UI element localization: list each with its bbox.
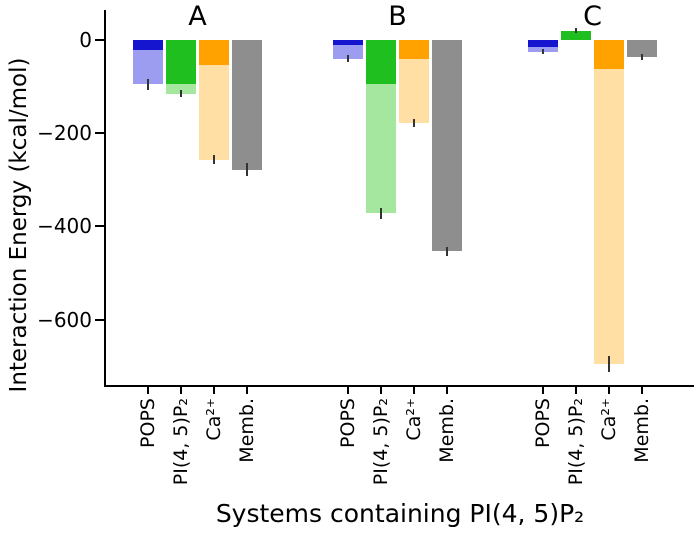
- bar-segment-opaque: [432, 39, 462, 252]
- x-axis-label: Systems containing PI(4, 5)P₂: [215, 499, 585, 528]
- x-tick: [542, 387, 544, 394]
- x-tick-label: POPS: [532, 398, 554, 448]
- error-bar: [542, 48, 544, 55]
- x-tick: [213, 387, 215, 394]
- x-tick-label: Ca²⁺: [203, 398, 225, 441]
- error-bar: [347, 54, 349, 63]
- bar-segment-light: [399, 58, 429, 123]
- error-bar: [413, 119, 415, 127]
- group-label: B: [388, 1, 407, 32]
- error-bar: [213, 155, 215, 165]
- y-axis-spine: [104, 10, 106, 387]
- x-tick: [347, 387, 349, 394]
- group-label: A: [188, 1, 207, 32]
- x-tick-label: Ca²⁺: [598, 398, 620, 441]
- error-bar: [246, 163, 248, 177]
- x-tick-label: Memb.: [631, 398, 653, 463]
- error-bar: [380, 207, 382, 219]
- bar-segment-light: [166, 84, 196, 94]
- y-tick-label: −400: [37, 214, 92, 239]
- x-tick: [413, 387, 415, 394]
- x-tick: [446, 387, 448, 394]
- bar-segment-opaque: [366, 39, 396, 85]
- bar-segment-opaque: [528, 39, 558, 47]
- x-tick-label: PI(4, 5)P₂: [370, 398, 392, 486]
- bar-segment-opaque: [333, 39, 363, 45]
- x-axis-spine: [104, 385, 694, 387]
- y-tick-label: −600: [37, 307, 92, 332]
- x-tick: [575, 387, 577, 394]
- error-bar: [180, 89, 182, 98]
- bar-segment-opaque: [133, 39, 163, 51]
- y-tick-label: 0: [79, 27, 92, 52]
- y-tick-label: −200: [37, 121, 92, 146]
- x-tick-label: PI(4, 5)P₂: [565, 398, 587, 486]
- x-tick-label: POPS: [137, 398, 159, 448]
- error-bar: [575, 28, 577, 33]
- bar-segment-light: [333, 44, 363, 59]
- bar-segment-light: [366, 84, 396, 214]
- group-label: C: [583, 1, 602, 32]
- bar-segment-opaque: [232, 39, 262, 170]
- x-tick: [180, 387, 182, 394]
- bar-segment-light: [594, 68, 624, 364]
- x-tick: [641, 387, 643, 394]
- x-tick-label: Memb.: [236, 398, 258, 463]
- bar-segment-opaque: [399, 39, 429, 59]
- bar-segment-light: [133, 50, 163, 85]
- x-tick: [246, 387, 248, 394]
- bar-segment-opaque: [166, 39, 196, 85]
- x-tick-label: Memb.: [436, 398, 458, 463]
- bar-segment-opaque: [627, 39, 657, 57]
- bar-segment-opaque: [199, 39, 229, 66]
- y-tick: [95, 132, 104, 135]
- bar-segment-opaque: [594, 39, 624, 69]
- y-tick: [95, 318, 104, 321]
- bar-segment-light: [199, 65, 229, 160]
- y-tick: [95, 225, 104, 228]
- error-bar: [446, 246, 448, 256]
- x-tick: [147, 387, 149, 394]
- bar-segment-opaque: [561, 30, 591, 40]
- error-bar: [608, 355, 610, 373]
- error-bar: [147, 78, 149, 90]
- x-tick-label: Ca²⁺: [403, 398, 425, 441]
- y-tick: [95, 38, 104, 41]
- x-tick-label: POPS: [337, 398, 359, 448]
- x-tick: [380, 387, 382, 394]
- x-tick: [608, 387, 610, 394]
- x-tick-label: PI(4, 5)P₂: [170, 398, 192, 486]
- error-bar: [641, 53, 643, 60]
